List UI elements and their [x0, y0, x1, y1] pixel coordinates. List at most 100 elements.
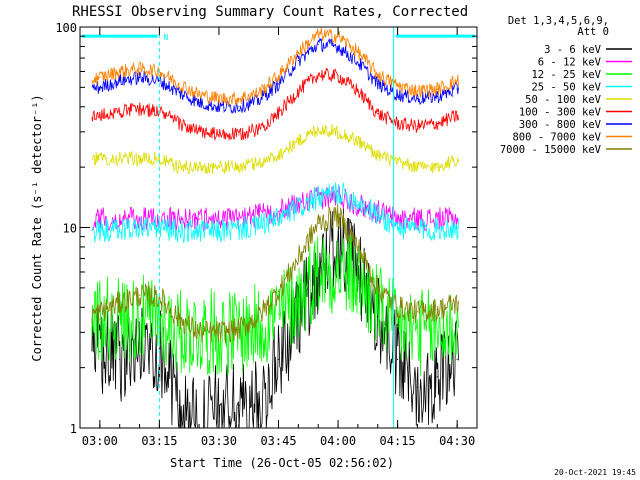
- x-tick-label: 04:30: [439, 434, 475, 448]
- series-3-6-kev-point: [158, 347, 160, 349]
- series-100-300-kev-point: [297, 90, 299, 92]
- series-12-25-kev-point: [337, 268, 339, 270]
- series-300-800-kev-point: [238, 106, 240, 108]
- series-800-7000-kev-point: [456, 80, 458, 82]
- series-7000-15000-kev-point: [377, 287, 379, 289]
- legend-label: 12 - 25 keV: [531, 69, 601, 81]
- series-25-50-kev-point: [119, 228, 121, 230]
- series-100-300-kev-point: [277, 113, 280, 115]
- series-50-100-kev-point: [158, 158, 160, 160]
- series-6-12-kev-point: [99, 218, 101, 220]
- series-100-300-kev-point: [258, 128, 260, 130]
- series-7000-15000-kev-point: [178, 318, 180, 320]
- series-3-6-kev-point: [277, 358, 280, 360]
- series-300-800-kev-point: [436, 95, 438, 98]
- series-50-100-kev-point: [238, 166, 240, 168]
- series-3-6-kev-point: [416, 386, 418, 388]
- series-50-100-kev-point: [119, 158, 121, 160]
- plot-area: N: [79, 27, 478, 429]
- series-7000-15000-kev-point: [456, 302, 458, 304]
- series-50-100-kev-point: [277, 154, 280, 156]
- series-50-100-kev-point: [337, 131, 339, 133]
- legend-label: 100 - 300 keV: [519, 107, 602, 119]
- series-100-300-kev-point: [377, 113, 379, 115]
- series-50-100-kev-point: [377, 154, 379, 156]
- series-7000-15000-kev-point: [297, 258, 299, 260]
- series-100-300-kev-point: [416, 125, 418, 127]
- series-100-300-kev-point: [198, 131, 200, 133]
- series-300-800-kev-point: [456, 88, 458, 90]
- series-300-800-kev-point: [119, 80, 121, 82]
- series-6-12-kev-point: [277, 211, 280, 213]
- series-6-12-kev: [79, 185, 459, 232]
- series-6-12-kev-point: [178, 218, 180, 220]
- series-25-50-kev-point: [178, 230, 180, 232]
- series-300-800-kev-point: [377, 83, 379, 85]
- series-25-50-kev-point: [277, 218, 280, 220]
- series-800-7000-kev-point: [357, 51, 359, 53]
- series-800-7000-kev-point: [218, 97, 220, 100]
- x-tick-label: 03:15: [141, 434, 177, 448]
- series-12-25-kev-point: [357, 280, 359, 282]
- series-7000-15000-kev-point: [436, 308, 438, 311]
- series-800-7000-kev-point: [297, 51, 299, 53]
- series-6-12-kev-point: [238, 218, 240, 220]
- series-3-6-kev-point: [456, 358, 458, 360]
- series-50-100-kev-point: [198, 166, 200, 168]
- series-12-25-kev-point: [397, 326, 399, 328]
- series-300-800-kev-line: [91, 37, 459, 114]
- axis-ticks: 03:00 03:15 03:30 03:45 04:00 04:15 04:30 1 10 10…: [55, 21, 478, 448]
- series-6-12-kev-point: [397, 218, 399, 220]
- y-axis-label: Corrected Count Rate (s⁻¹ detector⁻¹): [30, 94, 44, 361]
- x-tick-label: 03:30: [201, 434, 237, 448]
- series-3-6-kev-point: [218, 404, 220, 406]
- series-7000-15000-kev-point: [99, 311, 101, 313]
- series-800-7000-kev-point: [198, 94, 200, 96]
- series-3-6-kev-point: [436, 376, 438, 378]
- series-12-25-kev-line: [91, 234, 459, 377]
- series-3-6-kev-point: [119, 358, 121, 360]
- series-7000-15000-kev-point: [198, 331, 200, 333]
- series-300-800-kev-point: [397, 94, 399, 96]
- series-50-100-kev-point: [436, 166, 438, 168]
- series-6-12-kev-point: [218, 218, 220, 220]
- series-50-100-kev-point: [218, 166, 220, 168]
- series-6-12-kev-point: [198, 218, 200, 220]
- series-25-50-kev: [79, 182, 459, 244]
- series-800-7000-kev-point: [436, 88, 438, 90]
- series-12-25-kev-point: [377, 306, 379, 308]
- series-7000-15000-kev-point: [119, 302, 121, 304]
- series-50-100-kev-point: [139, 158, 141, 160]
- series-6-12-kev-point: [357, 204, 359, 206]
- legend-label: 6 - 12 keV: [538, 57, 602, 69]
- series-300-800-kev-point: [139, 76, 141, 79]
- x-tick-label: 04:15: [380, 434, 416, 448]
- series-25-50-kev-point: [218, 230, 220, 232]
- series-50-100-kev-point: [397, 162, 399, 164]
- chart-title: RHESSI Observing Summary Count Rates, Co…: [72, 4, 468, 20]
- series-3-6-kev-point: [99, 351, 101, 353]
- series-300-800-kev-point: [178, 92, 180, 94]
- series-7000-15000-kev-point: [277, 290, 280, 292]
- series-100-300-kev-point: [317, 73, 319, 75]
- series-300-800-kev-point: [258, 99, 260, 102]
- series-25-50-kev-point: [416, 228, 418, 230]
- series-800-7000-kev-point: [277, 75, 280, 77]
- night-label: N: [163, 33, 168, 42]
- series-800-7000-kev-point: [416, 90, 418, 92]
- series-25-50-kev-point: [317, 197, 319, 199]
- series-7000-15000-kev-point: [357, 246, 359, 248]
- series-25-50-kev-point: [436, 228, 438, 230]
- timestamp: 20-Oct-2021 19:45: [554, 468, 636, 477]
- series-800-7000-kev-point: [139, 68, 141, 70]
- series-25-50-kev-point: [397, 226, 399, 229]
- series-50-100-kev-point: [357, 140, 359, 142]
- series-800-7000-kev-point: [238, 97, 240, 100]
- series-300-800-kev-point: [99, 86, 101, 88]
- series-6-12-kev-point: [258, 214, 260, 216]
- series-7000-15000-kev-point: [397, 306, 399, 308]
- series-6-12-kev-point: [297, 204, 299, 206]
- x-tick-label: 04:00: [320, 434, 356, 448]
